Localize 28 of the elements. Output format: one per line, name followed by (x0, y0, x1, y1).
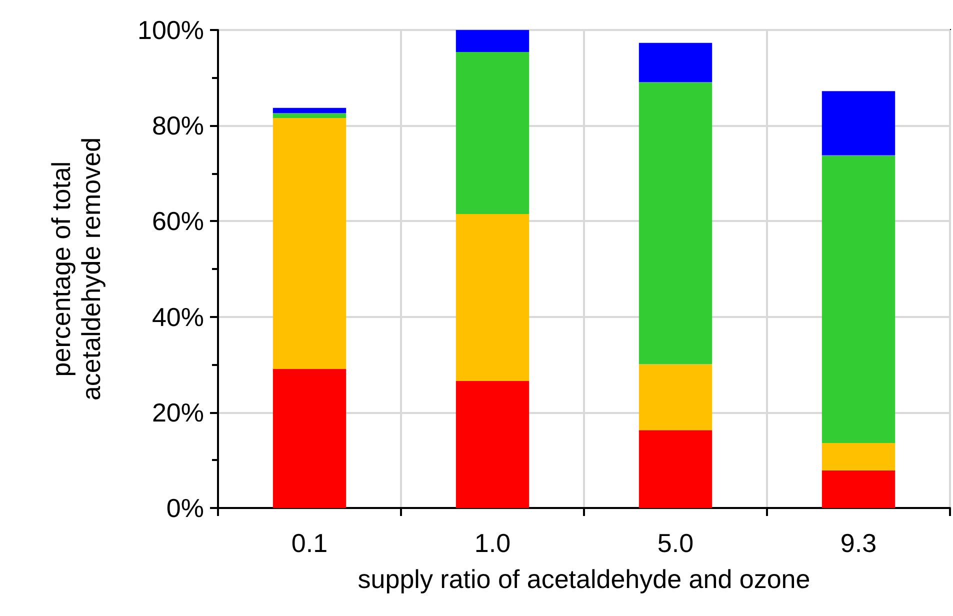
bar (456, 214, 530, 381)
bar (272, 368, 346, 508)
bar (272, 118, 346, 369)
bar (822, 442, 896, 470)
x-tick-label: 5.0 (657, 528, 694, 558)
bar (822, 91, 896, 156)
y-axis-title: percentage of total acetaldehyde removed (46, 137, 106, 401)
bar (456, 30, 530, 52)
y-tick-label: 100% (138, 15, 204, 45)
x-tick-label: 0.1 (291, 528, 328, 558)
x-tick-label: 9.3 (840, 528, 877, 558)
bar (638, 364, 712, 430)
bar (272, 108, 346, 114)
y-tick-label: 20% (152, 397, 204, 428)
y-tick-label: 60% (152, 206, 204, 236)
bar (456, 52, 530, 214)
bar (638, 42, 712, 82)
x-tick-label: 1.0 (474, 528, 511, 558)
bar (456, 380, 530, 508)
bar (822, 470, 896, 508)
x-axis-title: supply ratio of acetaldehyde and ozone (358, 564, 810, 594)
bar (822, 155, 896, 443)
y-tick-label: 40% (152, 302, 204, 332)
bar (638, 82, 712, 364)
y-tick-label: 80% (152, 110, 204, 141)
y-tick-label: 0% (166, 493, 204, 523)
bar (638, 430, 712, 508)
bar (272, 113, 346, 118)
